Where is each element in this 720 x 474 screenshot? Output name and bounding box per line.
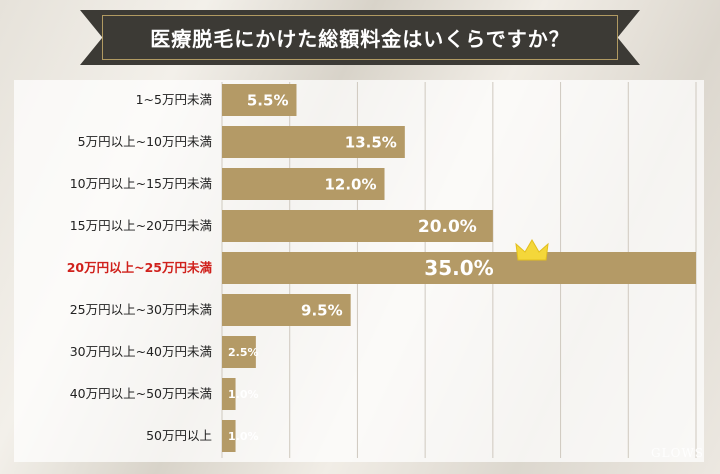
bar [222,168,385,200]
category-label: 20万円以上~25万円未満 [67,260,213,275]
value-label: 20.0% [418,217,477,237]
category-label: 15万円以上~20万円未満 [70,218,212,233]
value-label: 9.5% [301,301,343,319]
category-label: 50万円以上 [146,428,212,443]
bar [222,252,696,284]
category-label: 40万円以上~50万円未満 [70,386,212,401]
bar [222,210,493,242]
value-label: 1.0% [228,430,259,443]
title-banner: 医療脱毛にかけた総額料金はいくらですか？ [80,10,640,65]
category-label: 5万円以上~10万円未満 [78,134,212,149]
value-label: 13.5% [345,133,397,151]
value-label: 2.5% [228,346,259,359]
value-label: 12.0% [324,175,376,193]
value-label: 5.5% [247,91,289,109]
bar [222,378,236,410]
bar [222,84,297,116]
category-label: 25万円以上~30万円未満 [70,302,212,317]
crown-icon [515,239,549,261]
bar [222,336,256,368]
chart-title: 医療脱毛にかけた総額料金はいくらですか？ [150,27,570,51]
bar [222,420,236,452]
bar [222,126,405,158]
category-label: 1~5万円未満 [136,92,212,107]
value-label: 1.0% [228,388,259,401]
bar [222,294,351,326]
brand-logo: GLOWS [651,446,704,460]
category-label: 30万円以上~40万円未満 [70,344,212,359]
value-label: 35.0% [424,256,493,280]
category-label: 10万円以上~15万円未満 [70,176,212,191]
